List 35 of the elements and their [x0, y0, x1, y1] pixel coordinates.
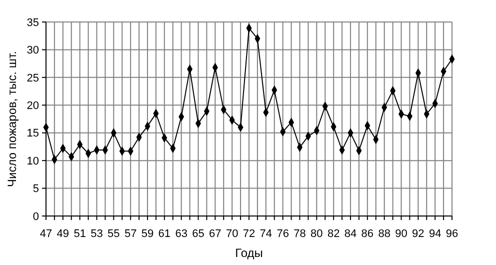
x-tick-label: 86 — [361, 228, 374, 240]
x-tick-label: 57 — [124, 228, 137, 240]
x-tick-label: 76 — [276, 228, 289, 240]
y-tick-label: 30 — [26, 44, 39, 57]
y-tick-label: 10 — [26, 155, 39, 168]
x-tick-label: 61 — [158, 228, 171, 240]
x-tick-label: 67 — [209, 228, 222, 240]
x-axis-title: Годы — [235, 246, 263, 260]
x-tick-label: 65 — [192, 228, 204, 240]
x-tick-label: 70 — [226, 228, 238, 240]
x-tick-label: 88 — [378, 228, 390, 240]
x-tick-label: 90 — [395, 228, 408, 240]
y-axis-title: Число пожаров, тыс. шт. — [5, 51, 19, 187]
x-tick-label: 59 — [141, 228, 154, 240]
x-tick-label: 53 — [90, 228, 103, 240]
x-tick-label: 84 — [344, 228, 357, 240]
y-tick-label: 20 — [26, 100, 39, 112]
y-tick-label: 35 — [26, 16, 39, 29]
y-tick-label: 15 — [26, 128, 39, 140]
x-tick-label: 49 — [56, 228, 70, 240]
y-tick-label: 0 — [32, 210, 39, 223]
x-tick-label: 51 — [74, 228, 86, 240]
x-tick-label: 80 — [310, 228, 323, 240]
x-tick-label: 94 — [428, 228, 442, 240]
x-tick-label: 82 — [327, 228, 340, 240]
x-tick-label: 47 — [40, 228, 52, 240]
x-tick-label: 55 — [108, 228, 120, 240]
x-tick-label: 78 — [294, 228, 306, 240]
x-tick-label: 96 — [446, 228, 458, 240]
x-tick-label: 72 — [242, 228, 256, 240]
x-tick-label: 74 — [260, 228, 272, 240]
y-tick-label: 5 — [32, 183, 39, 196]
y-tick-label: 25 — [26, 72, 39, 84]
x-tick-label: 63 — [175, 228, 188, 240]
x-tick-label: 92 — [412, 228, 424, 240]
